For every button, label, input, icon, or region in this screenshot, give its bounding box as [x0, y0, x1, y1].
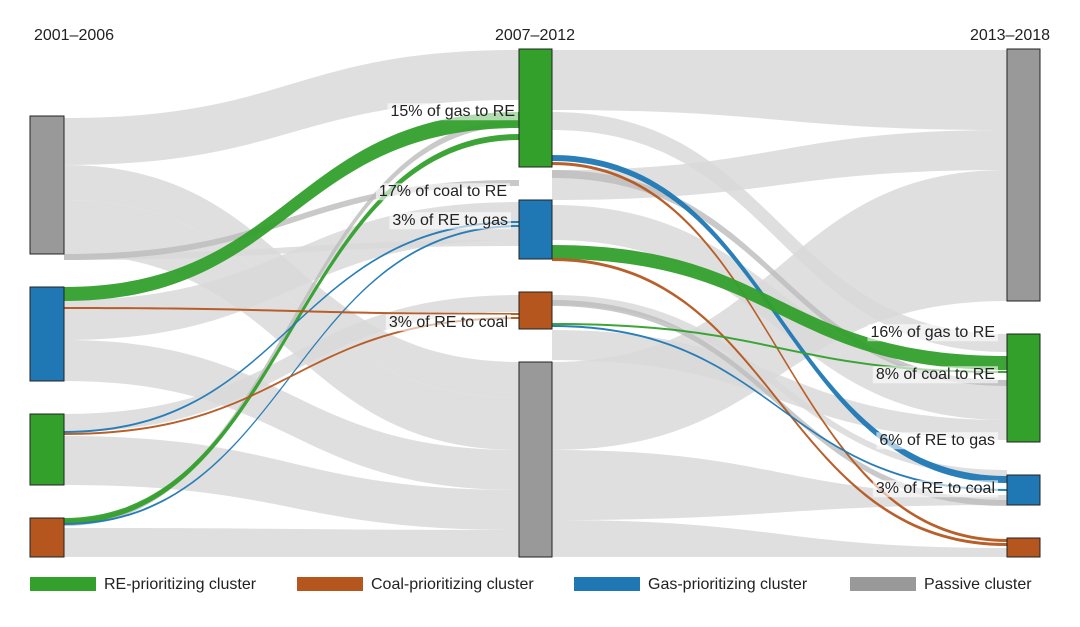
node [518, 361, 553, 558]
annotation-background [876, 432, 998, 450]
annotation-background [387, 103, 518, 121]
annotation: 8% of coal to RE [876, 366, 995, 383]
flow [64, 221, 519, 433]
flow [64, 317, 519, 435]
flow [64, 295, 519, 432]
flow [64, 340, 519, 490]
legend-label: RE-prioritizing cluster [104, 576, 257, 593]
flow [552, 130, 1007, 200]
legend-swatch [297, 577, 363, 591]
legend-label: Passive cluster [924, 576, 1032, 593]
flow [552, 323, 1007, 373]
annotation-background [389, 212, 511, 230]
annotation-background [385, 314, 511, 332]
node [518, 48, 553, 168]
annotation-background [375, 183, 510, 201]
node [518, 199, 553, 260]
flow [552, 112, 1007, 352]
flow [552, 325, 1007, 491]
annotation-background [872, 480, 998, 498]
flow [64, 528, 519, 557]
node [29, 115, 65, 255]
flows [64, 50, 1007, 557]
node [1006, 474, 1041, 506]
flow [552, 155, 1007, 483]
flow [64, 202, 519, 340]
annotation-background [872, 366, 998, 384]
node [29, 286, 65, 382]
legend-label: Gas-prioritizing cluster [648, 576, 808, 593]
node [1006, 333, 1041, 443]
flow [552, 245, 1007, 370]
flow [64, 120, 519, 526]
node [1006, 48, 1041, 302]
flow [552, 170, 1007, 386]
annotation: 3% of RE to gas [392, 212, 508, 229]
node [29, 517, 65, 558]
column-label: 2001–2006 [34, 27, 114, 44]
flow [64, 134, 519, 524]
legend-swatch [574, 577, 640, 591]
annotation: 15% of gas to RE [390, 103, 515, 120]
legend-swatch [850, 577, 916, 591]
annotation: 17% of coal to RE [379, 183, 507, 200]
flow [64, 436, 519, 530]
annotation: 3% of RE to coal [389, 314, 508, 331]
node [29, 413, 65, 486]
flow [552, 450, 1007, 520]
annotation-background [867, 324, 998, 342]
flow [552, 520, 1007, 557]
flow [64, 50, 519, 165]
flow [552, 162, 1007, 542]
nodes [29, 48, 1041, 558]
flow [64, 307, 519, 315]
flow [64, 180, 519, 260]
legend-swatch [30, 577, 96, 591]
annotation: 6% of RE to gas [879, 432, 995, 449]
column-label: 2013–2018 [970, 27, 1050, 44]
annotation: 16% of gas to RE [870, 324, 995, 341]
node [518, 291, 553, 330]
column-label: 2007–2012 [495, 27, 575, 44]
labels: 2001–2006 2007–2012 2013–2018 15% of gas to… [30, 27, 1050, 593]
flow [64, 112, 519, 301]
flow [552, 50, 1007, 130]
node [1006, 537, 1041, 558]
legend-label: Coal-prioritizing cluster [371, 576, 534, 593]
flow [552, 258, 1007, 546]
annotation: 3% of RE to coal [876, 480, 995, 497]
